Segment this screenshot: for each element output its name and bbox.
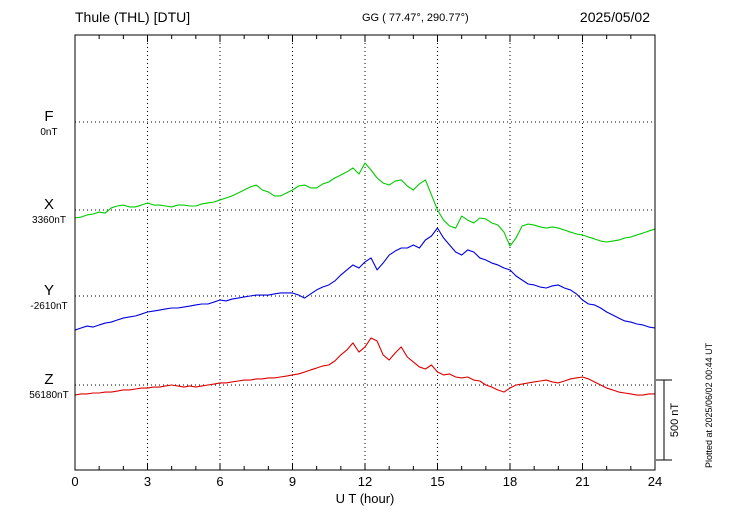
plot-frame [74, 34, 656, 471]
x-tick-label: 3 [144, 474, 151, 489]
x-tick-labels: 0 3 6 9 12 15 18 21 24 [71, 474, 662, 489]
trace-Y [74, 227, 656, 331]
observation-date: 2025/05/02 [580, 9, 650, 25]
gridlines [75, 35, 655, 470]
x-tick-label: 15 [430, 474, 444, 489]
x-tick-label: 18 [503, 474, 517, 489]
component-label-F: F [44, 108, 53, 125]
x-axis-label: U T (hour) [336, 491, 395, 506]
x-tick-label: 12 [358, 474, 372, 489]
trace-Z [74, 337, 656, 396]
plotted-at-note: Plotted at 2025/06/02 00:44 UT [704, 342, 714, 468]
component-label-Y: Y [44, 282, 54, 299]
component-labels: F 0nT X 3360nT Y -2610nT Z 56180nT [29, 108, 68, 401]
geographic-coordinates: GG ( 77.47°, 290.77°) [362, 12, 469, 24]
x-tick-label: 9 [289, 474, 296, 489]
component-label-X: X [44, 196, 54, 213]
x-tick-label: 21 [575, 474, 589, 489]
trace-X [74, 162, 656, 247]
axis-ticks [74, 35, 656, 470]
component-baseline-F: 0nT [40, 127, 57, 138]
component-label-Z: Z [44, 371, 53, 388]
scale-bar: 500 nT [656, 379, 681, 461]
scale-bar-label: 500 nT [669, 403, 681, 438]
x-tick-label: 24 [648, 474, 662, 489]
series-traces [74, 162, 656, 396]
component-baseline-X: 3360nT [32, 215, 66, 226]
station-title: Thule (THL) [DTU] [75, 9, 190, 25]
x-tick-label: 6 [216, 474, 223, 489]
x-tick-label: 0 [71, 474, 78, 489]
component-baseline-Z: 56180nT [29, 390, 68, 401]
component-baseline-Y: -2610nT [30, 301, 67, 312]
